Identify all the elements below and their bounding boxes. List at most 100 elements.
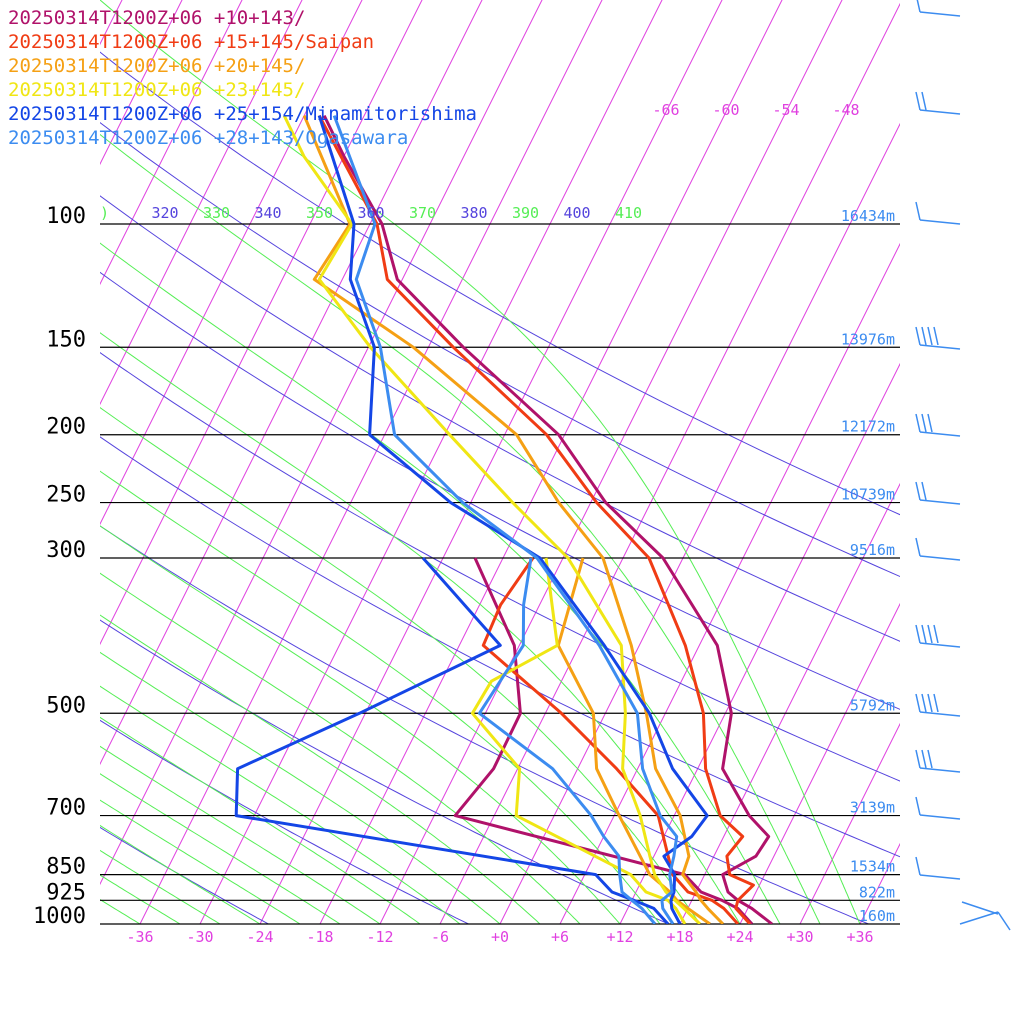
isotherm-line (259, 0, 723, 924)
isotherm-grid (100, 0, 1024, 924)
isotherm-line (319, 0, 783, 924)
wind-barb-flag (927, 413, 933, 433)
isotherm-line (100, 0, 123, 46)
pressure-label: 200 (46, 415, 86, 440)
wind-barb-flag (915, 481, 921, 501)
temperature-tick-label: +30 (786, 928, 813, 946)
isotherm-line (100, 0, 303, 406)
moist-adiabat-line (100, 651, 501, 924)
wind-barb-flag (921, 481, 927, 501)
height-label: 160m (859, 907, 895, 925)
moist-adiabat-line (100, 799, 301, 924)
dry-adiabat-line (100, 719, 469, 924)
wind-barb-flag (915, 201, 921, 221)
wind-barb-flag (927, 693, 933, 713)
wind-barb-flag (921, 624, 927, 644)
theta-label: 410 (615, 204, 642, 222)
wind-barb-flag (916, 0, 921, 13)
isotherm-line (100, 0, 543, 886)
skew-isotherm-label: -66 (652, 101, 679, 119)
series-1-dewpoint-line (453, 557, 754, 924)
wind-barb-flag (921, 693, 927, 713)
isotherm-line (100, 0, 363, 526)
wind-barb-shaft (919, 344, 961, 350)
wind-barb-shaft (919, 555, 961, 561)
temperature-tick-label: -18 (306, 928, 333, 946)
wind-barb-flag (933, 326, 939, 346)
height-label: 3139m (850, 799, 895, 817)
wind-barb-shaft (919, 219, 961, 225)
isotherm-line (100, 0, 243, 286)
isotherm-line (100, 0, 423, 646)
isotherm-line (980, 0, 1024, 924)
isotherm-line (439, 2, 900, 924)
isotherm-line (379, 0, 843, 924)
temperature-tick-label: -36 (126, 928, 153, 946)
theta-label: 340 (255, 204, 282, 222)
moist-adiabat-line (100, 716, 421, 924)
series-1-temperature-line (322, 114, 773, 924)
pressure-label: 100 (46, 204, 86, 229)
wind-barb-flag (921, 91, 927, 111)
wind-barb-flag (915, 693, 921, 713)
series-3-dewpoint-line (556, 557, 711, 924)
wind-barb-shaft (959, 911, 999, 925)
theta-label: 350 (306, 204, 333, 222)
isotherm-line (100, 0, 183, 166)
isotherm-line (739, 602, 900, 924)
legend-entry: 20250314T1200Z+06 +15+145/Saipan (8, 31, 374, 53)
wind-barb-flag (921, 326, 927, 346)
moist-adiabat-line (100, 572, 581, 924)
theta-label: 330 (203, 204, 230, 222)
isotherm-line (859, 842, 900, 924)
moist-adiabat-line (100, 0, 861, 924)
isotherm-line (619, 362, 900, 924)
moist-adiabat-line (100, 874, 181, 924)
theta-label: 320 (152, 204, 179, 222)
pressure-label: 700 (46, 796, 86, 821)
wind-barb-flag (961, 901, 999, 915)
wind-barb-flag (915, 624, 921, 644)
wind-barb-shaft (919, 814, 961, 820)
wind-barb-flag (915, 749, 921, 769)
theta-label: 390 (512, 204, 539, 222)
moist-adiabat-line (100, 407, 701, 924)
temperature-axis-labels: -36 -30 -24 -18 -12 -6 +0 +6 +12 +18 +24 +30 +36 (126, 928, 873, 946)
series-2-temperature-line (317, 114, 755, 924)
height-label: 13976m (841, 330, 895, 348)
dry-adiabat-line (100, 619, 669, 924)
series-6-temperature-line (332, 115, 679, 924)
wind-barb-flag (921, 413, 927, 433)
wind-barb-shaft (919, 642, 961, 648)
dry-adiabat-line (100, 525, 869, 924)
pressure-label: 850 (46, 855, 86, 880)
theta-label: 380 (461, 204, 488, 222)
pressure-label: 500 (46, 693, 86, 718)
series-3-temperature-line (302, 115, 725, 924)
chart-title-legend: 20250314T1200Z+06 +10+143/20250314T1200Z… (8, 7, 477, 149)
wind-barb-flag (915, 537, 921, 557)
temperature-tick-label: +18 (666, 928, 693, 946)
wind-barb-flag (921, 749, 927, 769)
pressure-label: 250 (46, 483, 86, 508)
legend-entry: 20250314T1200Z+06 +20+145/ (8, 55, 305, 77)
series-5-dewpoint-line (234, 557, 670, 924)
theta-label: ) (100, 204, 109, 222)
wind-barb-flag (915, 796, 921, 816)
height-label: 12172m (841, 418, 895, 436)
temperature-tick-label: -24 (246, 928, 273, 946)
moist-adiabat-line (100, 849, 221, 924)
moist-adiabat-line (100, 242, 781, 924)
isotherm-line (100, 0, 483, 766)
height-label: 16434m (841, 207, 895, 225)
legend-entry: 20250314T1200Z+06 +25+154/Minamitorishim… (8, 103, 477, 125)
temperature-tick-label: +0 (491, 928, 509, 946)
wind-barb-flag (927, 624, 933, 644)
temperature-tick-label: -30 (186, 928, 213, 946)
wind-barb-shaft (919, 874, 961, 880)
moist-adiabat-line (100, 773, 341, 924)
theta-label: 360 (358, 204, 385, 222)
wind-barb-shaft (919, 711, 961, 717)
